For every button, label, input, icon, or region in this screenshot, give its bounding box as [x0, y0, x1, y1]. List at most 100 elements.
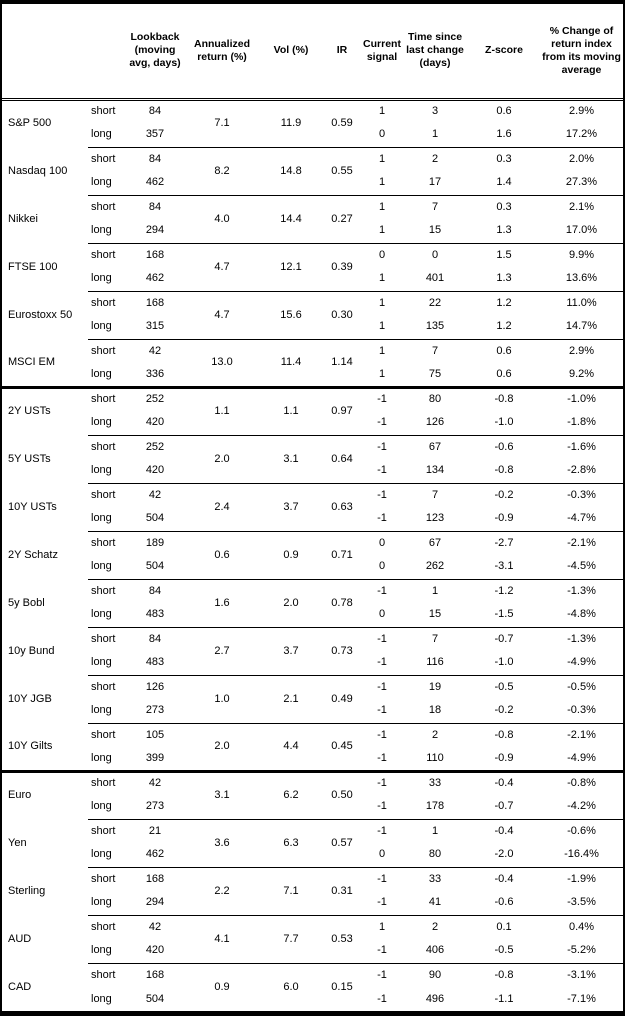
horizon-label: long [91, 848, 112, 861]
table-row: long 483 0 15 -1.5 -4.8% [2, 603, 623, 627]
pct-change-value: -7.1% [567, 992, 596, 1005]
z-score-value: -0.8 [468, 722, 540, 747]
z-score-value: -0.8 [468, 962, 540, 987]
time-since-last-change-value: 7 [402, 194, 468, 219]
pct-change-value: 13.6% [565, 272, 598, 285]
horizon-label: long [91, 800, 112, 813]
pct-change-value: 27.3% [565, 176, 598, 189]
asset-name: AUD [8, 932, 32, 945]
current-signal-value: 1 [362, 146, 402, 171]
header-row: Lookback (moving avg, days) Annualized r… [2, 4, 623, 101]
asset-name: 10y Bund [8, 644, 55, 657]
time-since-last-change-value: 22 [402, 290, 468, 315]
current-signal-value: 1 [362, 914, 402, 939]
annualized-return-value: 4.7 [184, 242, 260, 291]
pct-change-value: 9.9% [540, 242, 623, 267]
header-time-since-last-change: Time since last change (days) [402, 4, 468, 101]
current-signal-value: -1 [377, 512, 387, 525]
pct-change-value: -0.3% [540, 482, 623, 507]
current-signal-value: 1 [378, 367, 386, 380]
horizon-label: long [91, 992, 112, 1005]
table-row: long 504 0 262 -3.1 -4.5% [2, 555, 623, 579]
z-score-value: 1.2 [496, 320, 512, 333]
horizon-label: short [88, 674, 126, 699]
lookback-value: 168 [126, 866, 184, 891]
annualized-return-value: 4.0 [184, 194, 260, 243]
current-signal-value: -1 [377, 896, 387, 909]
vol-value: 3.7 [260, 482, 322, 531]
pct-change-value: -3.5% [567, 896, 596, 909]
horizon-label: long [91, 751, 112, 764]
z-score-value: -3.1 [494, 560, 514, 573]
pct-change-value: 17.2% [565, 128, 598, 141]
table-row: S&P 500 short 84 7.1 11.9 0.59 1 3 0.6 2.9% [2, 99, 623, 129]
vol-value: 11.9 [280, 117, 302, 129]
time-since-last-change-value: 19 [402, 674, 468, 699]
lookback-value: 168 [126, 290, 184, 315]
time-since-last-change-value: 33 [402, 769, 468, 795]
lookback-value: 399 [145, 751, 165, 764]
time-since-last-change-value: 2 [402, 146, 468, 171]
ir-value: 0.78 [322, 578, 362, 627]
horizon-label: short [88, 338, 126, 363]
header-corner-horizon [88, 4, 126, 101]
z-score-value: -0.9 [494, 512, 514, 525]
z-score-value: 1.6 [496, 128, 512, 141]
vol-value: 6.0 [260, 962, 322, 1011]
pct-change-value: -3.1% [540, 962, 623, 987]
asset-name: Nasdaq 100 [8, 164, 68, 177]
z-score-value: -0.6 [468, 434, 540, 459]
table-row: long 273 -1 18 -0.2 -0.3% [2, 699, 623, 723]
z-score-value: -0.8 [468, 385, 540, 411]
current-signal-value: 1 [362, 290, 402, 315]
table-row: MSCI EM short 42 13.0 11.4 1.14 1 7 0.6 2.9% [2, 338, 623, 387]
lookback-value: 42 [126, 482, 184, 507]
annualized-return-value: 0.9 [184, 962, 260, 1011]
table-row: long 462 0 80 -2.0 -16.4% [2, 843, 623, 867]
ir-value: 0.50 [322, 769, 362, 819]
time-since-last-change-value: 126 [425, 416, 445, 429]
table-row: long 273 -1 178 -0.7 -4.2% [2, 795, 623, 819]
current-signal-value: 0 [362, 530, 402, 555]
horizon-label: short [88, 818, 126, 843]
time-since-last-change-value: 123 [425, 512, 445, 525]
asset-name: 10Y USTs [8, 500, 57, 513]
table-row: 10y Bund short 84 2.7 3.7 0.73 -1 7 -0.7 -1.3% [2, 626, 623, 675]
z-score-value: 0.6 [468, 338, 540, 363]
table-row: Yen short 21 3.6 6.3 0.57 -1 1 -0.4 -0.6% [2, 818, 623, 867]
table-row: long 294 1 15 1.3 17.0% [2, 219, 623, 243]
table-row: long 420 -1 126 -1.0 -1.8% [2, 411, 623, 435]
time-since-last-change-value: 406 [425, 944, 445, 957]
lookback-value: 105 [126, 722, 184, 747]
vol-value: 1.1 [260, 385, 322, 435]
current-signal-value: 1 [378, 105, 386, 118]
z-score-value: -1.5 [494, 608, 514, 621]
vol-value: 12.1 [260, 242, 322, 291]
pct-change-value: 0.4% [540, 914, 623, 939]
table-row: long 462 1 17 1.4 27.3% [2, 171, 623, 195]
z-score-value: -1.0 [494, 416, 514, 429]
lookback-value: 504 [145, 512, 165, 525]
ir-value: 0.27 [322, 194, 362, 243]
annualized-return-value: 4.1 [184, 914, 260, 963]
annualized-return-value: 7.1 [214, 117, 230, 129]
z-score-value: -1.0 [494, 656, 514, 669]
lookback-value: 483 [145, 656, 165, 669]
header-vol: Vol (%) [260, 4, 322, 101]
ir-value: 1.14 [322, 338, 362, 387]
horizon-label: short [88, 290, 126, 315]
vol-value: 6.2 [260, 769, 322, 819]
asset-name: 10Y Gilts [8, 739, 53, 752]
table-row: AUD short 42 4.1 7.7 0.53 1 2 0.1 0.4% [2, 914, 623, 963]
lookback-value: 84 [126, 194, 184, 219]
table-body: S&P 500 short 84 7.1 11.9 0.59 1 3 0.6 2.9% long 35… [2, 99, 623, 1011]
asset-name: 5y Bobl [8, 596, 45, 609]
asset-name: 5Y USTs [8, 452, 51, 465]
ir-value: 0.73 [322, 626, 362, 675]
ir-value: 0.15 [322, 962, 362, 1011]
current-signal-value: 1 [362, 194, 402, 219]
z-score-value: -0.2 [468, 482, 540, 507]
annualized-return-value: 3.1 [184, 769, 260, 819]
table-row: long 462 1 401 1.3 13.6% [2, 267, 623, 291]
